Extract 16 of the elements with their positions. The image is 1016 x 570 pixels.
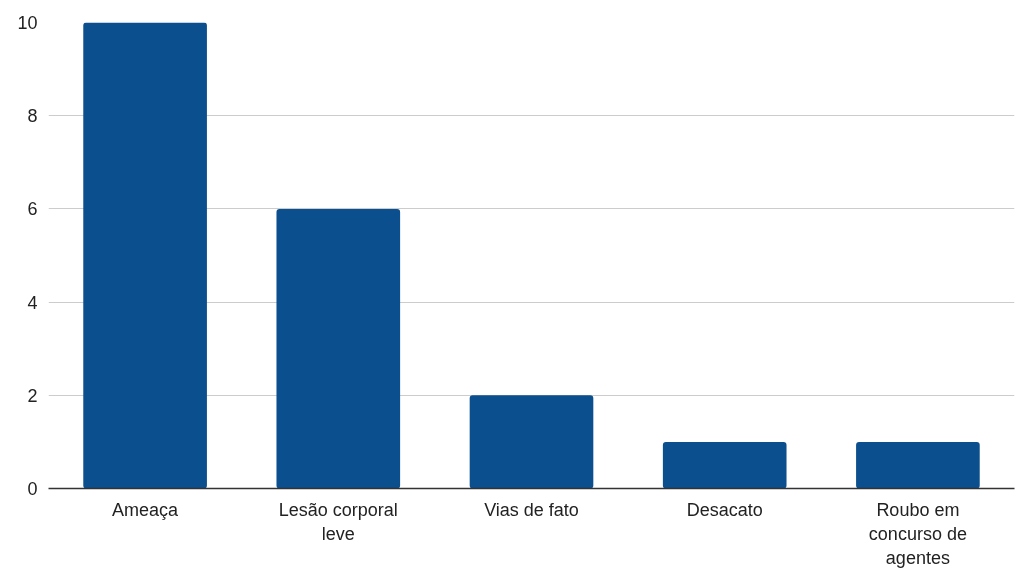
- bar: [83, 22, 207, 489]
- y-tick-label: 4: [27, 292, 38, 313]
- y-tick-label: 10: [17, 13, 38, 33]
- y-tick-label: 6: [27, 199, 38, 220]
- x-tick-label: Ameaça: [112, 499, 180, 520]
- bar: [469, 395, 594, 489]
- y-tick-label: 8: [27, 106, 38, 127]
- bar: [662, 441, 787, 489]
- bar: [276, 208, 401, 489]
- y-tick-label: 0: [27, 479, 38, 499]
- bar: [856, 441, 980, 489]
- y-tick-label: 2: [27, 385, 38, 406]
- x-tick-label: Vias de fato: [484, 499, 579, 520]
- x-tick-label: Lesão corporal leve: [278, 499, 398, 544]
- x-tick-label: Desacato: [686, 499, 763, 520]
- x-tick-label: Roubo em concurso de agentes: [868, 499, 967, 568]
